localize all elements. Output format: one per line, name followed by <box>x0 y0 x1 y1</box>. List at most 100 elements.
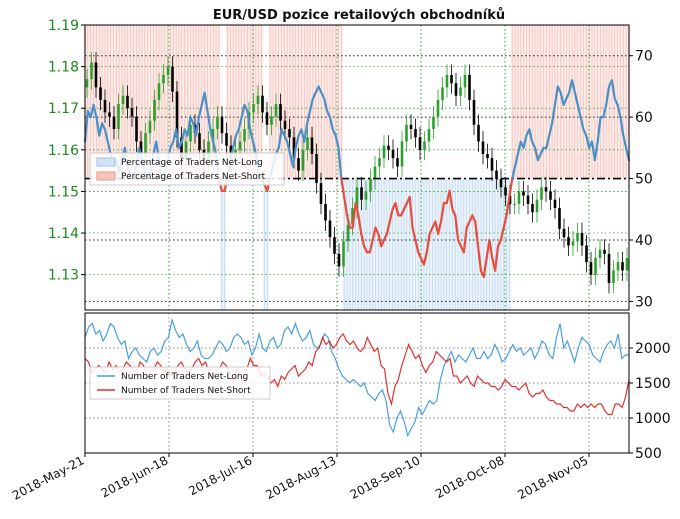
candle-body <box>603 249 606 254</box>
sentiment-line-segment <box>462 226 468 254</box>
sentiment-line-segment <box>197 103 203 119</box>
candle-body <box>283 120 287 130</box>
sentiment-line-segment <box>237 116 243 131</box>
sentiment-line-segment <box>553 85 559 106</box>
candle-body <box>571 241 575 246</box>
sentiment-line-segment <box>280 128 286 137</box>
sentiment-line-segment <box>334 134 340 149</box>
candle-body <box>598 249 602 258</box>
sentiment-line-segment <box>425 232 431 254</box>
sentiment-line-segment <box>306 109 312 125</box>
sentiment-line-segment <box>573 91 579 106</box>
sentiment-line-segment <box>394 202 400 217</box>
sentiment-line-segment <box>234 128 240 137</box>
candle-body <box>373 166 377 179</box>
top-legend-box <box>89 152 285 186</box>
sentiment-line-segment <box>175 128 181 149</box>
candle-body <box>166 66 170 75</box>
candle-body <box>391 149 395 159</box>
candle-body <box>117 104 120 130</box>
sentiment-line-segment <box>317 85 323 94</box>
candle-body <box>436 99 440 117</box>
sentiment-line-segment <box>385 220 391 235</box>
candle-body <box>621 262 624 271</box>
right-tick-label: 500 <box>635 446 662 462</box>
candle-body <box>328 220 332 238</box>
candle-body <box>441 87 444 100</box>
sentiment-line-segment <box>570 79 576 94</box>
sentiment-line-segment <box>422 251 428 266</box>
sentiment-line-segment <box>103 128 109 143</box>
sentiment-line-segment <box>496 238 502 248</box>
candle-body <box>297 158 300 171</box>
sentiment-line-segment <box>494 245 500 272</box>
candle-body <box>94 62 98 88</box>
sentiment-line-segment <box>360 232 366 248</box>
candle-body <box>589 262 593 275</box>
candle-body <box>130 108 134 117</box>
sentiment-line-segment <box>536 152 542 162</box>
sentiment-line-segment <box>308 97 314 113</box>
right-tick-label: 1500 <box>635 376 671 392</box>
sentiment-line-segment <box>556 85 562 94</box>
sentiment-line-segment <box>482 257 488 278</box>
sentiment-line-segment <box>533 146 539 162</box>
candle-body <box>364 191 368 200</box>
sentiment-line-segment <box>374 226 380 235</box>
top-panel-frame <box>84 24 630 311</box>
sentiment-line-segment <box>186 116 192 137</box>
sentiment-line-segment <box>368 238 374 254</box>
sentiment-line-segment <box>582 128 588 137</box>
bottom-legend: Number of Traders Net-Long Number of Tra… <box>89 366 271 400</box>
sentiment-line-segment <box>106 140 112 156</box>
candle-body <box>427 129 431 142</box>
sentiment-line-segment <box>471 214 477 223</box>
candle-body <box>225 133 228 146</box>
sentiment-line-segment <box>610 79 616 100</box>
sentiment-line-segment <box>294 134 300 149</box>
candle-body <box>315 153 318 184</box>
sentiment-line-segment <box>343 195 349 217</box>
sentiment-line-segment <box>212 140 218 156</box>
candle-body <box>337 253 341 267</box>
candle-body <box>432 116 435 130</box>
sentiment-line-segment <box>240 103 246 119</box>
right-tick-label: 1000 <box>635 411 671 427</box>
candle-body <box>355 187 359 209</box>
sentiment-line-segment <box>457 238 463 248</box>
candle-body <box>265 112 269 125</box>
sentiment-line-segment <box>562 97 568 106</box>
sentiment-line-segment <box>465 220 471 229</box>
candle-body <box>180 137 183 159</box>
candle-body <box>567 237 570 246</box>
legend-swatch-net-long-percent <box>96 157 116 167</box>
candle-body <box>504 187 507 196</box>
sentiment-line-segment <box>325 109 332 119</box>
candle-body <box>594 257 597 275</box>
chart-title: EUR/USD pozice retailových obchodníků <box>213 8 505 23</box>
sentiment-line-segment <box>177 140 183 149</box>
candle-body <box>99 87 102 100</box>
sentiment-line-segment <box>95 116 101 137</box>
sentiment-line-segment <box>100 122 107 131</box>
candle-body <box>324 203 327 221</box>
candle-body <box>198 133 201 150</box>
sentiment-line-segment <box>328 116 334 131</box>
sentiment-line-segment <box>528 128 534 143</box>
candle-body <box>171 66 174 92</box>
candle-body <box>513 203 516 205</box>
candle-body <box>310 137 314 154</box>
candle-body <box>585 245 588 263</box>
sentiment-line-segment <box>565 91 571 100</box>
sentiment-line-segment <box>251 140 257 156</box>
sentiment-line-segment <box>474 220 480 248</box>
sentiment-line-segment <box>354 202 360 217</box>
candle-body <box>481 141 485 154</box>
legend-label-net-short-count: Number of Traders Net-Short <box>121 386 251 396</box>
sentiment-line-segment <box>194 116 201 137</box>
sentiment-line-segment <box>402 202 408 211</box>
candle-body <box>112 116 116 130</box>
sentiment-line-segment <box>531 140 537 149</box>
sentiment-line-segment <box>408 195 414 229</box>
sentiment-line-segment <box>550 103 557 125</box>
